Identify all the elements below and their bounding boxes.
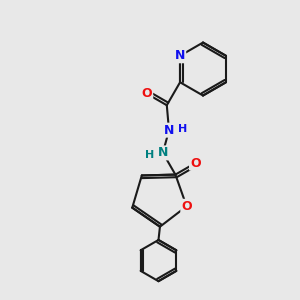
Text: N: N [175,49,185,62]
Text: O: O [142,87,152,100]
Text: H: H [145,150,154,160]
Text: H: H [178,124,187,134]
Text: O: O [190,157,201,169]
Text: N: N [158,146,168,159]
Text: N: N [164,124,174,137]
Text: O: O [181,200,192,213]
